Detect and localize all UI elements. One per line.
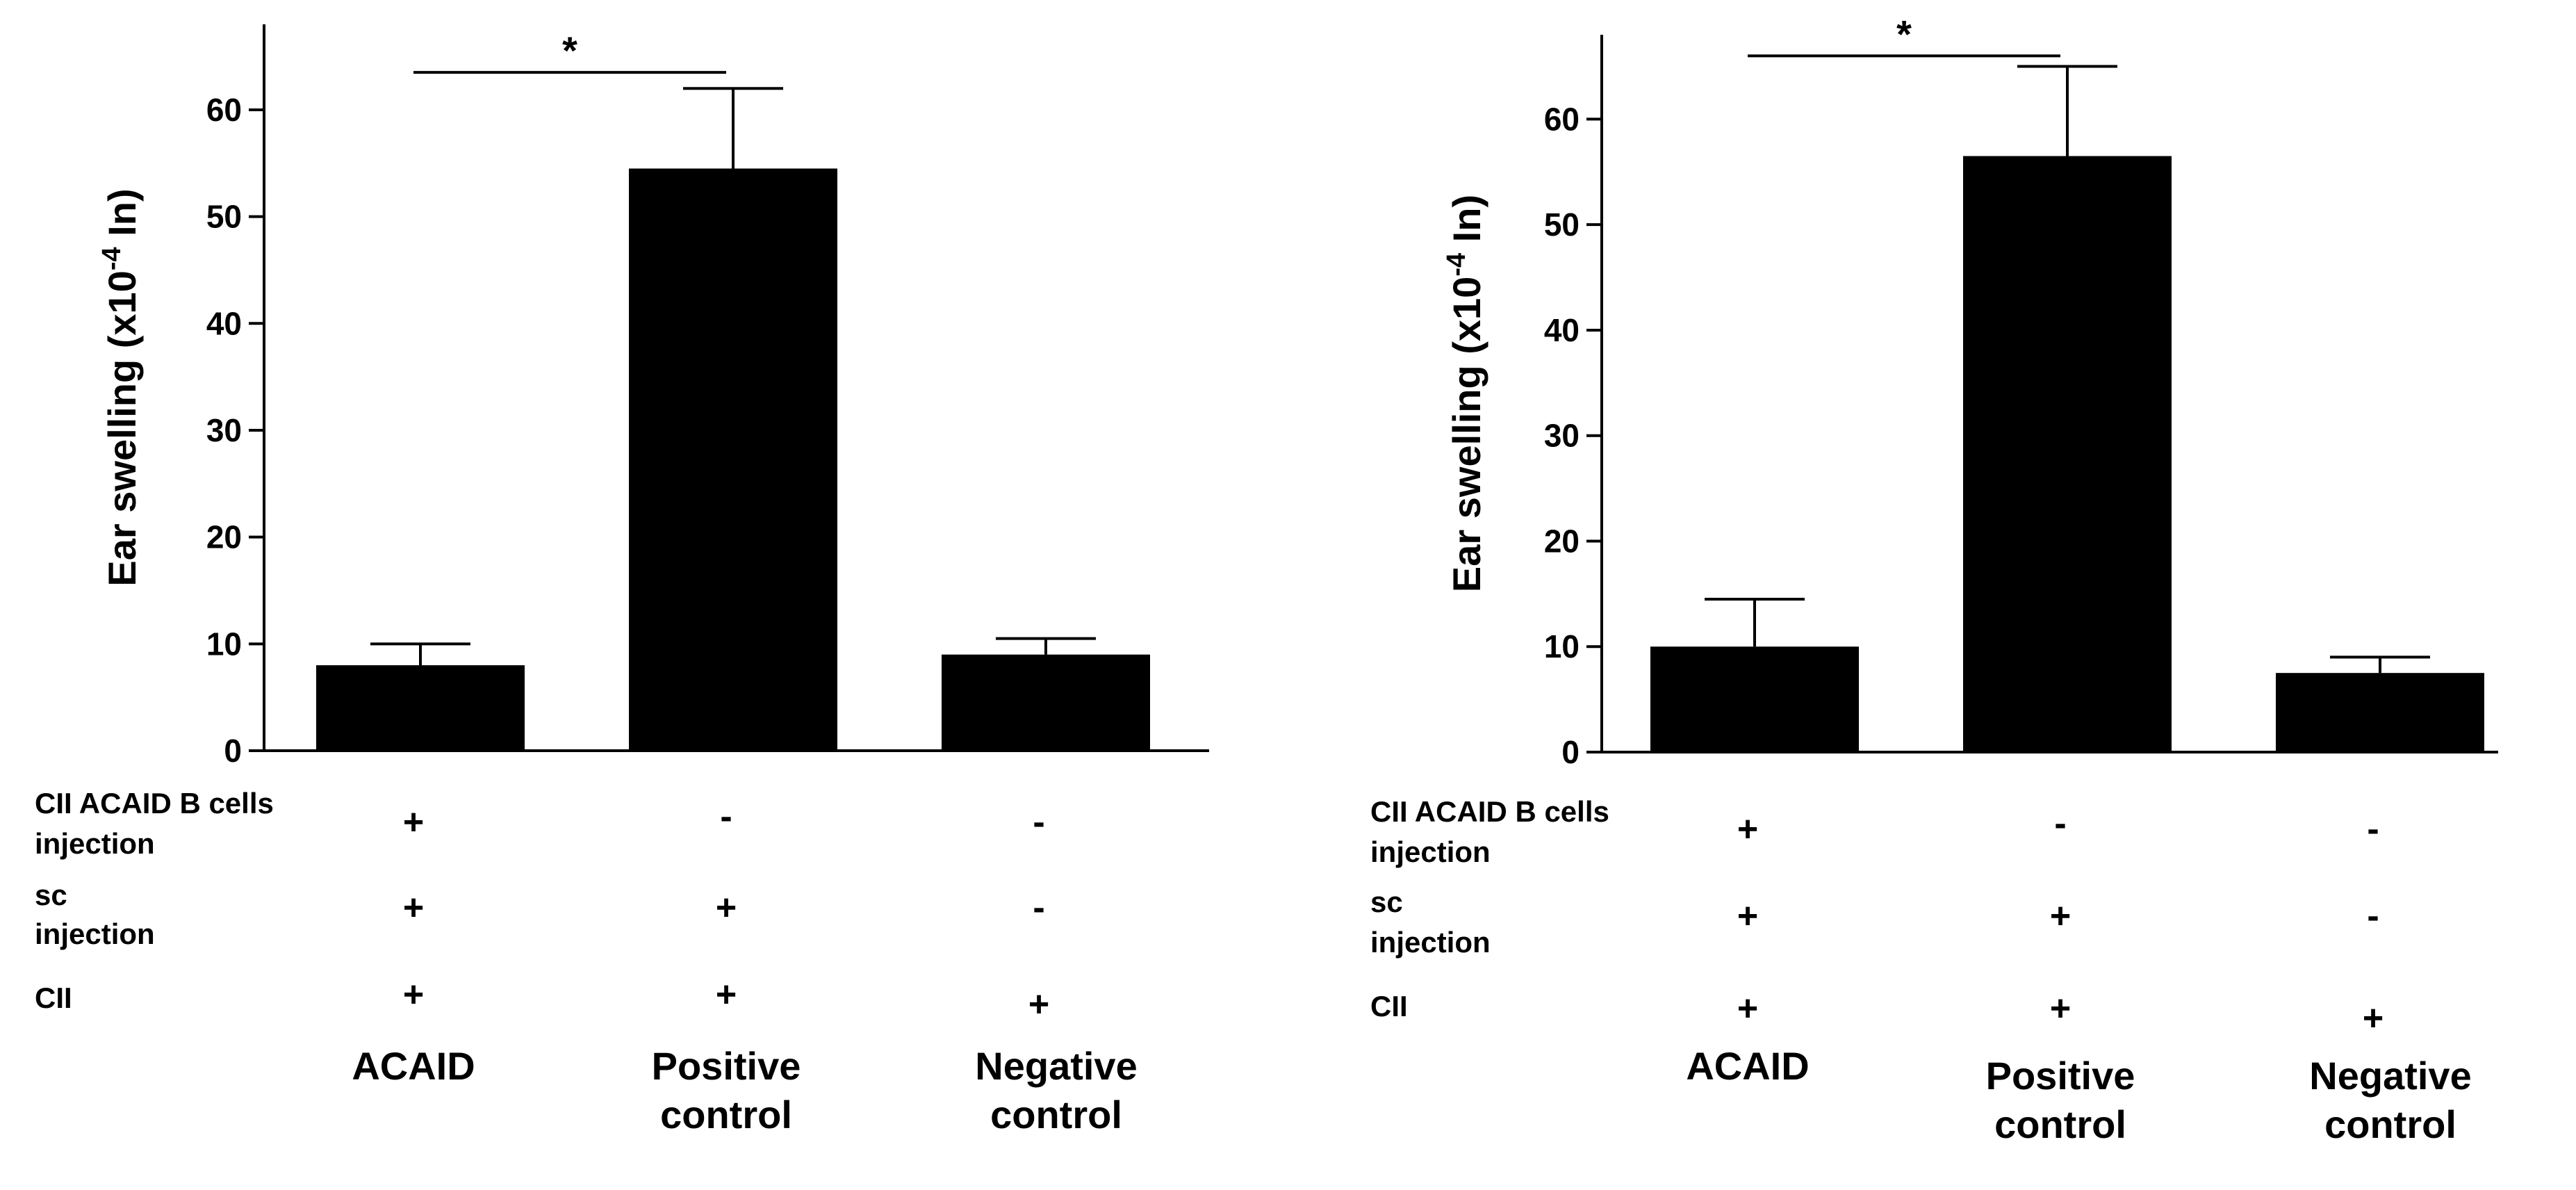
y-tick-label: 0 [1561,734,1580,770]
significance-marker: * [562,28,577,72]
category-label: control [990,1093,1122,1136]
category-label: Negative [2309,1054,2471,1098]
treatment-sign: - [1033,888,1044,928]
treatment-sign: - [1033,802,1044,842]
y-tick-label: 30 [206,412,242,448]
treatment-sign: + [1737,988,1758,1029]
y-tick-label: 20 [206,519,242,555]
y-tick-label: 60 [1544,101,1580,137]
treatment-sign: - [2054,804,2066,844]
y-tick-label: 40 [206,305,242,341]
row-label-2: injection [35,918,155,950]
treatment-sign: + [1028,984,1049,1025]
category-label: ACAID [352,1044,475,1088]
bar-3 [942,654,1150,751]
treatment-sign: + [716,888,737,928]
y-tick-label: 30 [1544,418,1580,454]
treatment-sign: + [1737,809,1758,849]
y-axis-label: Ear swelling (x10-4 In) [1442,195,1488,592]
bar-2 [1963,156,2172,752]
treatment-sign: + [2050,988,2071,1029]
row-label-1: CII ACAID B cells [1370,795,1609,828]
y-tick-label: 20 [1544,523,1580,559]
significance-marker: * [1896,12,1912,56]
treatment-sign: + [716,975,737,1015]
treatment-sign: + [403,802,424,842]
bar-3 [2276,673,2484,752]
treatment-sign: - [2367,809,2379,849]
treatment-sign: + [403,975,424,1015]
y-axis-label: Ear swelling (x10-4 In) [97,188,144,586]
category-label: control [2324,1102,2456,1146]
row-label-1: injection [35,827,155,860]
row-label-1: injection [1370,836,1491,868]
treatment-sign: + [2050,896,2071,936]
category-label: control [660,1093,792,1136]
row-label-1: CII ACAID B cells [35,787,274,820]
y-tick-label: 0 [224,733,242,769]
bar-1 [316,665,525,751]
panel-right: 0 10 20 30 40 50 60 Ear swelling (x10-4 In) * CII… [1370,12,2498,1146]
category-label: ACAID [1686,1044,1809,1088]
category-label: Negative [975,1044,1137,1088]
row-label-3: CII [35,981,72,1014]
treatment-sign: + [2363,998,2384,1038]
treatment-sign: - [720,797,732,837]
panel-left: 0 10 20 30 40 50 60 Ear swelling (x10-4 In) * CII… [35,24,1209,1136]
row-label-3: CII [1370,990,1408,1022]
y-tick-label: 60 [206,92,242,128]
y-tick-label: 40 [1544,312,1580,348]
y-tick-label: 50 [1544,206,1580,243]
category-label: Positive [1986,1054,2135,1098]
treatment-sign: - [2367,896,2379,936]
row-label-2: sc [35,879,67,911]
bar-1 [1650,646,1859,752]
y-tick-label: 50 [206,199,242,235]
category-label: control [1994,1102,2126,1146]
treatment-sign: + [1737,896,1758,936]
category-label: Positive [652,1044,801,1088]
row-label-2: sc [1370,886,1403,918]
row-label-2: injection [1370,926,1491,959]
y-tick-label: 10 [206,626,242,662]
treatment-sign: + [403,888,424,928]
y-tick-label: 10 [1544,628,1580,665]
bar-2 [629,168,837,751]
